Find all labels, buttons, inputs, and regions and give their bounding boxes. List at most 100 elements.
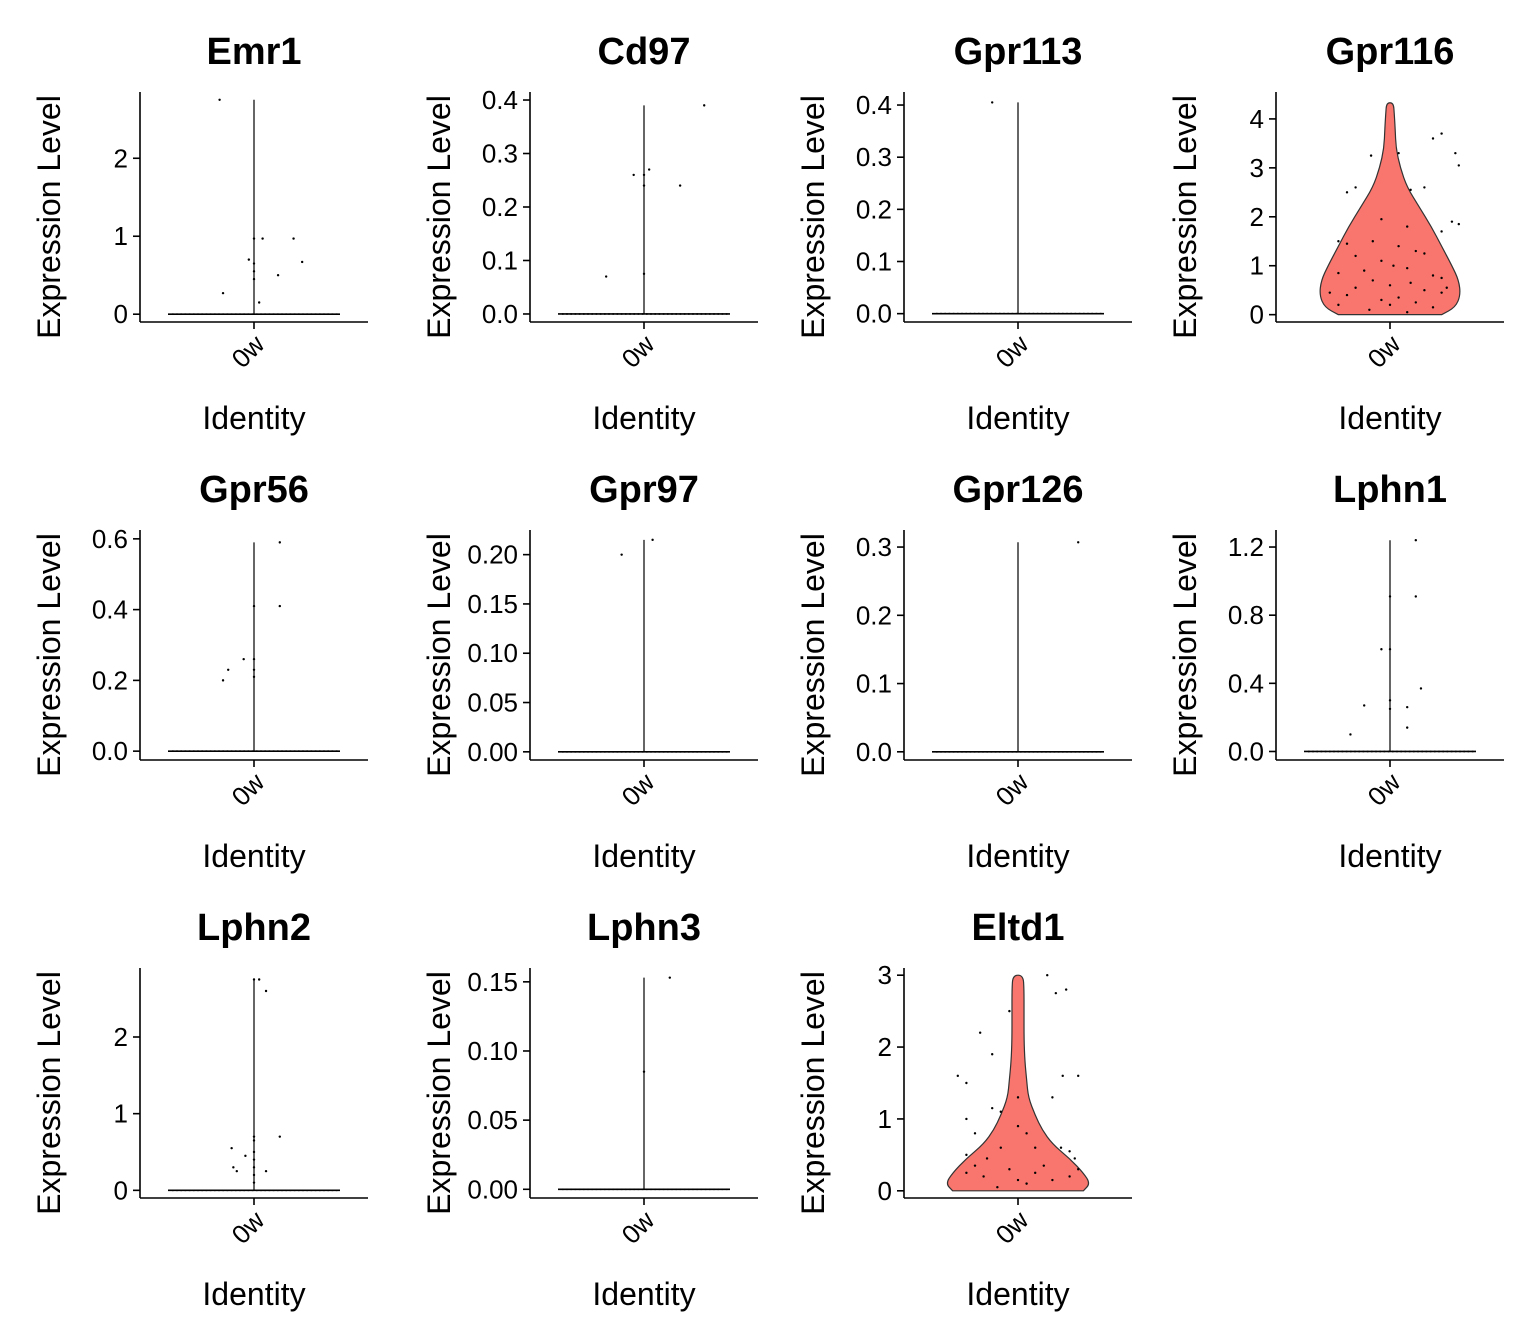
- data-point-zero: [1074, 751, 1077, 753]
- data-point-zero: [671, 313, 673, 315]
- data-point-zero: [256, 313, 258, 316]
- data-point-zero: [251, 1189, 254, 1192]
- data-point: [278, 541, 281, 544]
- data-point: [1077, 541, 1080, 544]
- data-point-zero: [692, 751, 694, 753]
- data-point: [1414, 539, 1418, 542]
- data-point-zero: [1471, 750, 1474, 753]
- data-point: [300, 260, 304, 264]
- data-point-zero: [226, 750, 229, 752]
- data-point: [1431, 274, 1435, 277]
- data-point-zero: [957, 312, 959, 315]
- y-axis-label: Expression Level: [795, 95, 831, 339]
- y-tick-label: 0.8: [1228, 600, 1264, 630]
- y-axis-label: Expression Level: [31, 95, 67, 339]
- data-point: [965, 1171, 968, 1175]
- data-point-zero: [289, 1189, 292, 1192]
- data-point: [1025, 1182, 1028, 1185]
- data-point-zero: [256, 1189, 258, 1192]
- data-point-zero: [205, 313, 208, 316]
- x-tick-label: 0w: [990, 1205, 1035, 1250]
- data-point-zero: [721, 751, 724, 753]
- data-point-zero: [612, 1188, 614, 1191]
- data-point: [1077, 1074, 1080, 1078]
- data-point-zero: [671, 1188, 673, 1191]
- data-point-zero: [641, 1188, 644, 1191]
- y-tick-label: 0.15: [467, 967, 518, 997]
- data-point-zero: [1011, 312, 1014, 315]
- data-point-zero: [616, 313, 619, 315]
- data-point-zero: [243, 1189, 245, 1192]
- data-point-zero: [683, 751, 686, 753]
- data-point-zero: [247, 1189, 250, 1192]
- data-point-zero: [650, 313, 652, 315]
- data-point: [604, 275, 608, 278]
- x-axis-label: Identity: [592, 400, 695, 436]
- data-point-zero: [679, 1188, 682, 1191]
- data-point-zero: [570, 751, 572, 753]
- data-point-zero: [310, 750, 313, 752]
- data-point-zero: [1375, 750, 1377, 753]
- data-point: [1397, 244, 1400, 248]
- data-point: [252, 604, 256, 608]
- data-point-zero: [222, 1189, 224, 1192]
- y-tick-label: 2: [878, 1032, 892, 1062]
- data-point-zero: [982, 312, 984, 315]
- data-point-zero: [973, 312, 976, 315]
- data-point-zero: [1446, 750, 1449, 753]
- panel-gpr126: Gpr126 0.0 0.1 0.2 0.3 0w Identity Expression L…: [795, 469, 1132, 874]
- data-point-zero: [277, 313, 279, 316]
- data-point-zero: [1450, 750, 1453, 753]
- data-point-zero: [1049, 312, 1051, 315]
- data-point: [1059, 1146, 1063, 1149]
- data-point-zero: [289, 750, 292, 752]
- data-point-zero: [566, 1188, 568, 1191]
- data-point: [1397, 151, 1400, 155]
- data-point-zero: [298, 313, 300, 316]
- data-point-zero: [1095, 751, 1098, 753]
- violin-shape: [946, 974, 1090, 1192]
- data-point-zero: [184, 313, 187, 316]
- data-point-zero: [994, 312, 997, 315]
- data-point-zero: [1007, 312, 1009, 315]
- chart-title: Eltd1: [972, 907, 1065, 949]
- y-axis-label: Expression Level: [421, 95, 457, 339]
- data-point-zero: [1408, 750, 1411, 753]
- data-point-zero: [620, 1188, 623, 1191]
- data-point-zero: [654, 313, 656, 315]
- data-point-zero: [608, 751, 610, 753]
- data-point-zero: [230, 1189, 233, 1192]
- data-point-zero: [990, 312, 993, 315]
- data-point-zero: [285, 1189, 287, 1192]
- data-point: [261, 237, 264, 240]
- panel-gpr56: Gpr56 0.0 0.2 0.4 0.6 0w Identity Expression Le…: [31, 469, 368, 874]
- panel-emr1: Emr1 0 1 2 0w Identity Expression Level: [31, 31, 368, 436]
- data-point: [1440, 291, 1443, 294]
- data-point-zero: [1015, 312, 1018, 315]
- data-point-zero: [961, 312, 963, 315]
- data-point-zero: [1078, 751, 1081, 753]
- data-point-zero: [1337, 750, 1339, 753]
- data-point-zero: [1333, 750, 1335, 753]
- panel-gpr97: Gpr97 0.00 0.05 0.10 0.15 0.20 0w Identity Expre…: [421, 469, 758, 874]
- data-point-zero: [209, 1189, 212, 1192]
- data-point-zero: [671, 751, 673, 753]
- data-point-zero: [721, 313, 724, 315]
- data-point-zero: [1003, 312, 1005, 315]
- data-point-zero: [1066, 312, 1068, 315]
- data-point-zero: [331, 313, 334, 316]
- x-axis-label: Identity: [966, 1276, 1069, 1312]
- y-tick-label: 0.4: [1228, 668, 1264, 698]
- data-point-zero: [625, 313, 627, 315]
- data-point-zero: [323, 313, 325, 316]
- data-point-zero: [1417, 750, 1419, 753]
- x-axis-label: Identity: [592, 1276, 695, 1312]
- y-tick-label: 0.00: [467, 1174, 518, 1204]
- data-point: [991, 1053, 994, 1056]
- chart-title: Gpr97: [589, 469, 699, 511]
- data-point-zero: [650, 751, 652, 753]
- data-point-zero: [298, 750, 300, 752]
- data-point-zero: [667, 313, 669, 315]
- data-point-zero: [306, 313, 308, 316]
